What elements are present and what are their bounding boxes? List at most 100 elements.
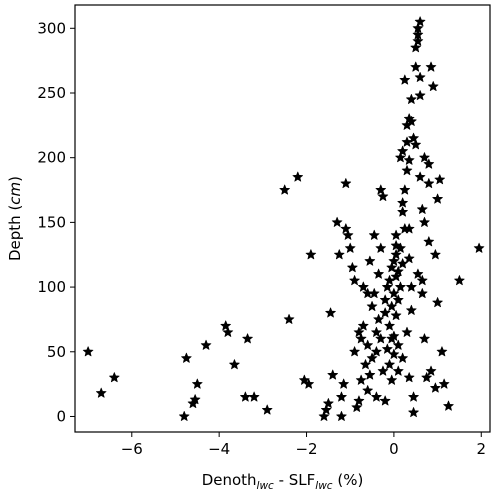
data-point xyxy=(377,365,389,376)
data-point xyxy=(414,71,426,82)
data-point xyxy=(399,74,411,85)
data-point xyxy=(421,372,432,383)
data-point xyxy=(399,184,411,195)
data-point xyxy=(430,249,441,260)
data-point xyxy=(382,281,393,292)
data-point xyxy=(364,255,376,266)
data-point xyxy=(403,372,415,383)
data-point xyxy=(200,339,212,350)
data-point xyxy=(362,339,373,350)
data-point xyxy=(347,262,358,273)
data-point xyxy=(336,391,347,402)
data-point xyxy=(379,307,391,318)
data-point xyxy=(412,29,424,40)
data-point xyxy=(349,275,360,286)
y-tick-label: 300 xyxy=(37,19,66,37)
data-point xyxy=(229,359,240,370)
x-axis-label: Denothlwc - SLFlwc (%) xyxy=(202,471,364,492)
data-point xyxy=(384,359,395,370)
data-point xyxy=(410,42,421,53)
data-point xyxy=(379,294,391,305)
data-point xyxy=(414,171,426,182)
data-point xyxy=(303,378,314,389)
data-point xyxy=(417,288,428,299)
x-tick-label: 0 xyxy=(389,440,399,458)
data-point xyxy=(401,326,413,337)
x-label-tail: (%) xyxy=(333,471,364,489)
data-point xyxy=(375,242,387,253)
data-point xyxy=(242,333,253,344)
y-tick-label: 0 xyxy=(56,407,66,425)
x-tick-label: −6 xyxy=(121,440,143,458)
data-point xyxy=(393,266,404,277)
y-tick-label: 200 xyxy=(37,149,66,167)
x-label-sub1: lwc xyxy=(257,480,275,492)
data-point xyxy=(388,255,400,266)
data-point xyxy=(434,174,446,185)
data-point xyxy=(419,333,430,344)
y-label-base: Depth ( xyxy=(6,205,24,261)
data-point xyxy=(373,313,384,324)
x-label-sub2: lwc xyxy=(315,480,333,492)
data-point xyxy=(393,365,404,376)
data-point xyxy=(292,171,304,182)
data-point xyxy=(320,404,332,415)
data-point xyxy=(368,229,380,240)
data-point xyxy=(412,35,424,46)
data-point xyxy=(189,394,201,405)
data-point xyxy=(384,320,395,331)
data-point xyxy=(95,387,107,398)
data-point xyxy=(473,242,485,253)
data-point xyxy=(178,410,190,421)
data-point xyxy=(386,300,397,311)
data-point xyxy=(353,326,365,337)
data-point xyxy=(408,391,419,402)
data-point xyxy=(305,249,317,260)
data-point xyxy=(342,229,354,240)
data-point xyxy=(375,333,387,344)
data-point xyxy=(436,346,448,357)
data-point xyxy=(454,275,465,286)
data-point xyxy=(334,249,345,260)
data-point xyxy=(358,320,369,331)
data-point xyxy=(362,288,373,299)
data-point xyxy=(340,223,352,234)
data-point xyxy=(283,313,295,324)
data-point xyxy=(393,294,404,305)
y-tick-label: 50 xyxy=(47,343,66,361)
x-tick-label: −4 xyxy=(208,440,230,458)
y-label-unit: cm xyxy=(6,182,24,205)
data-point xyxy=(403,223,415,234)
data-point xyxy=(414,90,426,101)
y-axis-label: Depth (cm) xyxy=(6,176,24,261)
data-point xyxy=(382,343,393,354)
data-point xyxy=(432,297,443,308)
data-point xyxy=(366,352,378,363)
data-point xyxy=(410,61,421,72)
data-point xyxy=(393,339,404,350)
data-point xyxy=(375,184,387,195)
data-point xyxy=(358,281,369,292)
data-point xyxy=(192,378,203,389)
data-point xyxy=(423,158,435,169)
data-point xyxy=(82,346,94,357)
y-tick-label: 150 xyxy=(37,213,66,231)
data-point xyxy=(401,165,413,176)
data-point xyxy=(403,253,415,264)
data-point xyxy=(425,61,437,72)
data-point xyxy=(390,249,402,260)
data-point xyxy=(443,400,454,411)
data-point xyxy=(379,395,391,406)
data-point xyxy=(438,378,450,389)
data-point xyxy=(430,382,441,393)
data-point xyxy=(390,310,402,321)
data-point xyxy=(406,115,417,126)
x-label-mid: - SLF xyxy=(274,471,315,489)
x-tick-label: −2 xyxy=(295,440,317,458)
data-point xyxy=(406,93,417,104)
data-point xyxy=(419,152,430,163)
data-point xyxy=(386,262,397,273)
data-point xyxy=(181,352,192,363)
data-point xyxy=(351,401,363,412)
data-point xyxy=(360,359,371,370)
